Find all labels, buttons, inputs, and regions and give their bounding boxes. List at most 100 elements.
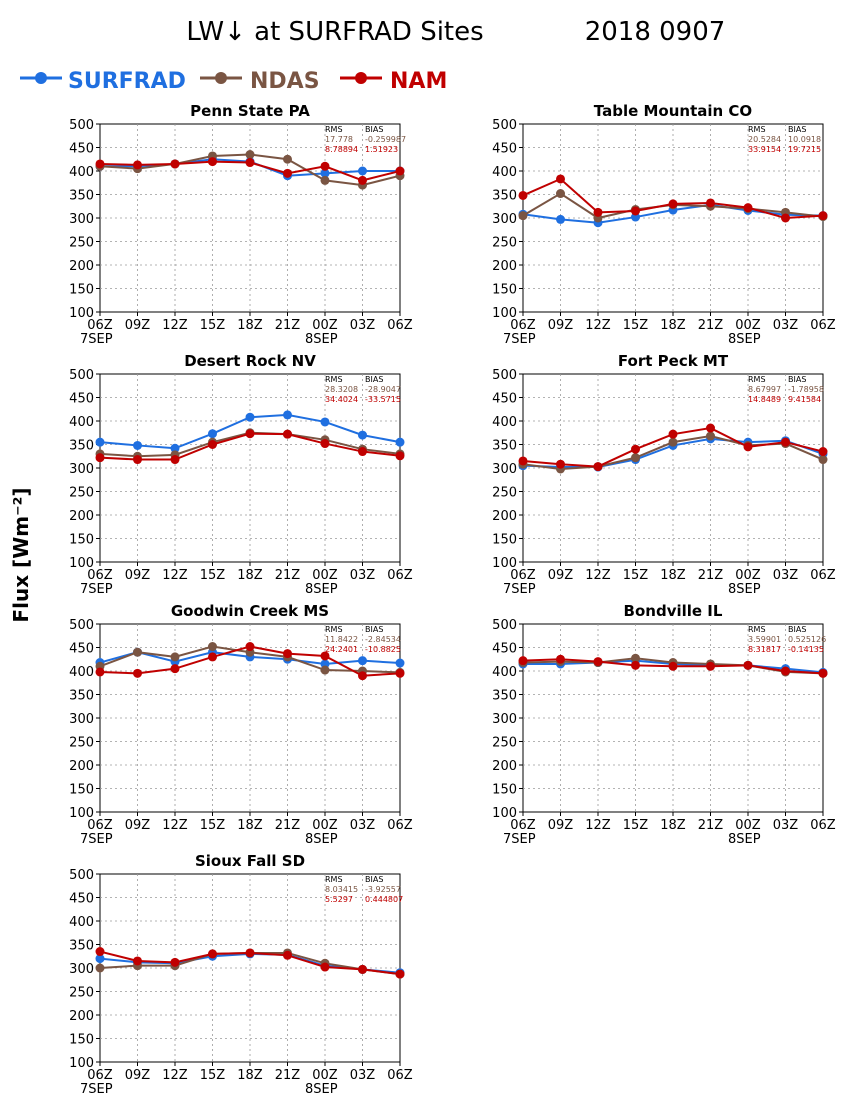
y-tick-label: 300	[69, 212, 94, 227]
x-tick-label: 09Z	[125, 818, 151, 833]
x-tick-label: 00Z	[312, 1068, 338, 1083]
y-tick-label: 350	[69, 939, 94, 954]
data-point-nam	[320, 439, 330, 449]
data-point-nam	[245, 158, 255, 168]
stats-box: RMS BIAS 20.5284 10.0918 33.9154 19.7215	[748, 125, 821, 154]
stats-nam-bias: -33.5715	[365, 395, 401, 404]
y-tick-label: 450	[492, 142, 517, 157]
data-point-surfrad	[170, 443, 180, 453]
data-point-nam	[133, 956, 142, 966]
data-point-nam	[208, 652, 217, 662]
data-point-nam	[706, 423, 715, 433]
x-tick-label: 06Z	[87, 818, 113, 833]
data-point-nam	[208, 949, 217, 959]
data-point-nam	[593, 657, 603, 667]
y-tick-label: 250	[492, 236, 517, 251]
panel-bondville-il: Bondville IL 100 150 200 250 300 350 400 450 500 0…	[492, 602, 836, 847]
data-point-ndas	[320, 665, 330, 675]
x-tick-label: 18Z	[237, 568, 263, 583]
figure-title: LW↓ at SURFRAD Sites	[186, 17, 483, 47]
data-point-nam	[556, 174, 565, 184]
data-point-nam	[518, 456, 528, 466]
y-tick-label: 500	[69, 868, 94, 883]
y-tick-label: 200	[69, 1009, 94, 1024]
y-tick-label: 100	[492, 306, 517, 321]
date-label: 7SEP	[80, 332, 113, 347]
x-tick-label: 06Z	[510, 818, 536, 833]
y-tick-label: 150	[69, 283, 94, 298]
date-label: 8SEP	[728, 832, 761, 847]
data-point-surfrad	[133, 440, 142, 450]
data-point-nam	[781, 666, 790, 676]
stats-header-rms: RMS	[325, 875, 343, 884]
y-tick-label: 150	[492, 783, 517, 798]
x-tick-label: 06Z	[387, 818, 413, 833]
data-point-ndas	[706, 431, 715, 441]
y-tick-label: 250	[69, 736, 94, 751]
data-point-nam	[170, 159, 180, 169]
x-tick-label: 00Z	[735, 818, 761, 833]
x-tick-label: 18Z	[237, 318, 263, 333]
data-point-surfrad	[358, 430, 367, 440]
y-tick-label: 300	[492, 212, 517, 227]
date-label: 8SEP	[305, 1082, 338, 1097]
data-point-surfrad	[95, 437, 105, 447]
data-point-nam	[668, 429, 678, 439]
x-tick-label: 15Z	[200, 818, 226, 833]
data-point-surfrad	[358, 166, 367, 176]
data-point-nam	[245, 948, 255, 958]
stats-header-rms: RMS	[748, 625, 766, 634]
x-tick-label: 03Z	[350, 818, 376, 833]
y-tick-label: 300	[492, 712, 517, 727]
data-point-nam	[170, 664, 180, 674]
date-label: 7SEP	[503, 332, 536, 347]
data-point-nam	[208, 157, 217, 167]
data-point-nam	[395, 166, 405, 176]
data-point-nam	[320, 161, 330, 171]
stats-box: RMS BIAS 8.67997 -1.78958 14.8489 9.41584	[748, 375, 824, 404]
data-point-nam	[133, 455, 142, 465]
x-tick-label: 15Z	[200, 1068, 226, 1083]
stats-nam-bias: 0.444807	[365, 895, 403, 904]
x-tick-label: 15Z	[200, 318, 226, 333]
data-point-ndas	[668, 437, 678, 447]
data-point-nam	[818, 668, 828, 678]
x-tick-label: 00Z	[312, 818, 338, 833]
x-tick-label: 18Z	[237, 1068, 263, 1083]
panels: Penn State PA 100 150 200 250 300 350 400 450 500…	[69, 102, 836, 1097]
y-tick-label: 200	[492, 259, 517, 274]
data-point-nam	[631, 660, 640, 670]
data-point-surfrad	[245, 412, 255, 422]
y-tick-label: 350	[492, 689, 517, 704]
y-tick-label: 200	[69, 759, 94, 774]
data-point-surfrad	[95, 954, 105, 964]
panel-goodwin-creek-ms: Goodwin Creek MS 100 150 200 250 300 350 400 450…	[69, 602, 413, 847]
y-axis-label: Flux [Wm⁻²]	[9, 487, 33, 622]
panel-penn-state-pa: Penn State PA 100 150 200 250 300 350 400 450 500…	[69, 102, 413, 347]
date-label: 7SEP	[503, 582, 536, 597]
data-point-nam	[631, 206, 640, 216]
y-tick-label: 500	[492, 368, 517, 383]
data-point-nam	[283, 429, 292, 439]
data-point-nam	[358, 671, 367, 681]
data-point-nam	[283, 950, 292, 960]
data-point-nam	[593, 462, 603, 472]
data-point-nam	[95, 159, 105, 169]
y-tick-label: 400	[69, 165, 94, 180]
data-point-surfrad	[208, 429, 217, 439]
stats-nam-bias: -0.14135	[788, 645, 824, 654]
data-point-nam	[320, 651, 330, 661]
y-tick-label: 150	[69, 783, 94, 798]
x-tick-label: 18Z	[660, 318, 686, 333]
data-point-surfrad	[556, 214, 565, 224]
data-point-nam	[133, 160, 142, 170]
data-point-nam	[395, 668, 405, 678]
date-label: 7SEP	[80, 1082, 113, 1097]
data-point-nam	[706, 661, 715, 671]
y-tick-label: 400	[492, 415, 517, 430]
y-tick-label: 150	[69, 533, 94, 548]
data-point-ndas	[320, 175, 330, 185]
x-tick-label: 21Z	[275, 1068, 301, 1083]
y-tick-label: 450	[69, 142, 94, 157]
